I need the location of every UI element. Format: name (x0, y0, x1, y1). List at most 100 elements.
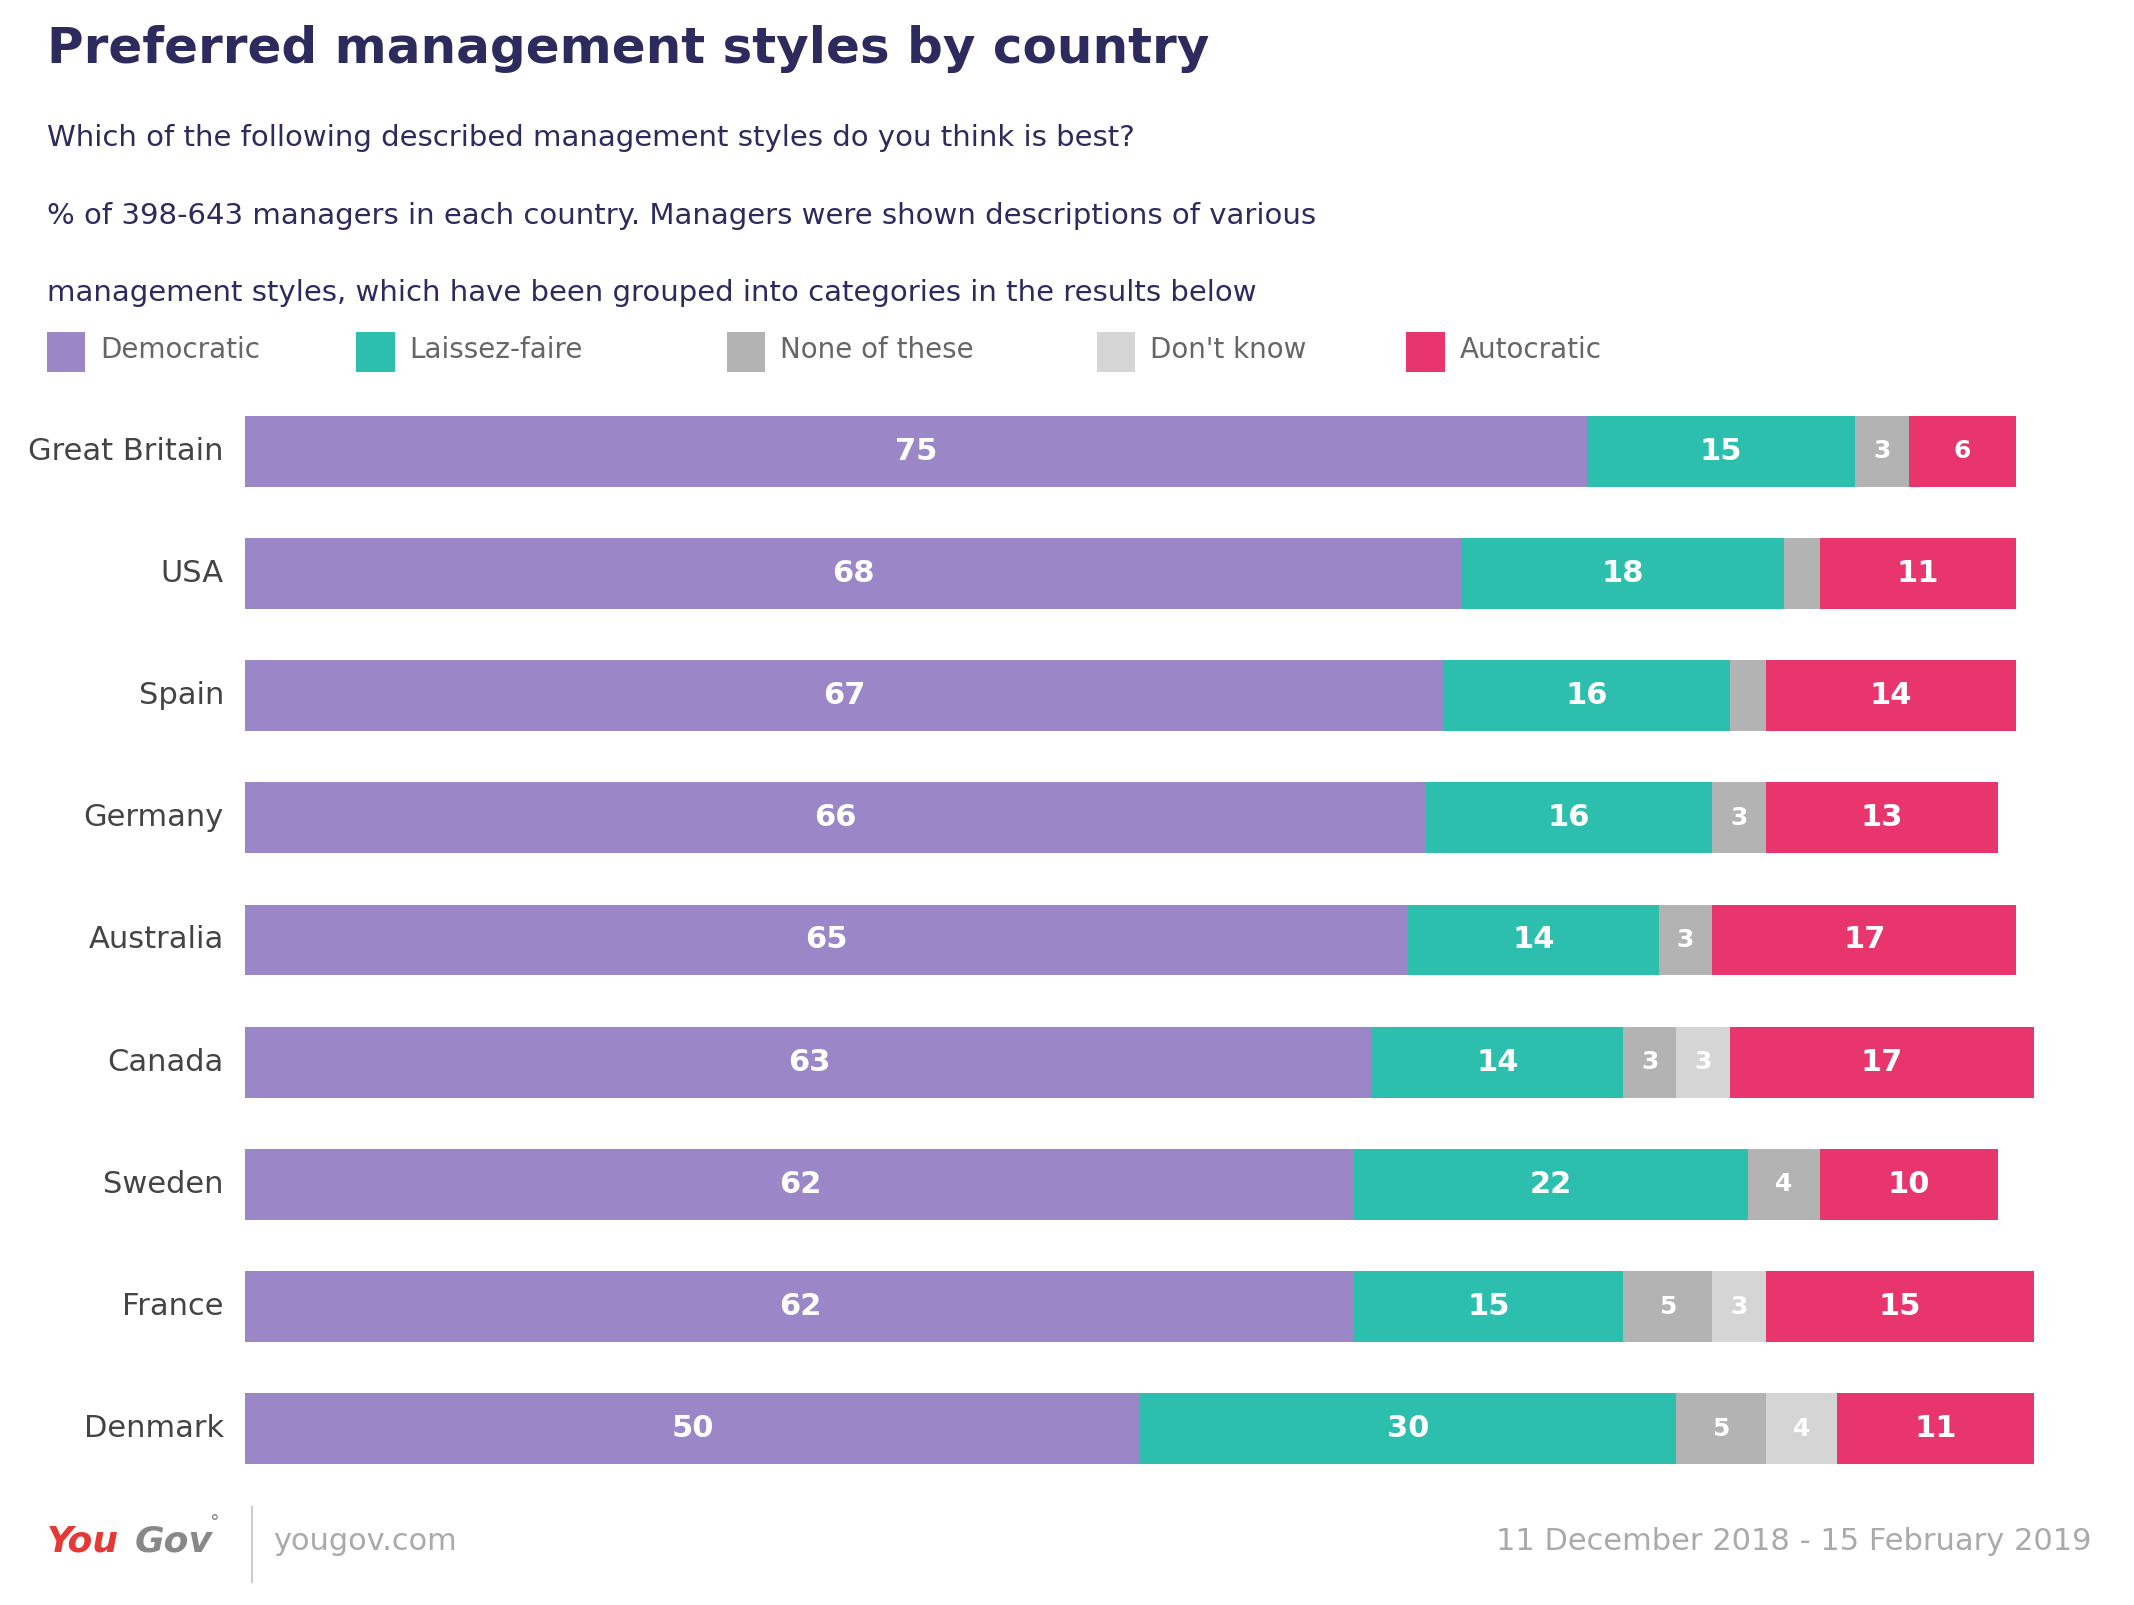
Text: You: You (47, 1525, 120, 1558)
Bar (1355, 1149, 1748, 1220)
Text: 68: 68 (832, 559, 875, 587)
Bar (245, 1149, 1355, 1220)
Text: Denmark: Denmark (83, 1414, 224, 1443)
Text: 3: 3 (1874, 440, 1891, 464)
Bar (1731, 660, 1767, 730)
Text: 16: 16 (1566, 681, 1609, 709)
Text: 30: 30 (1387, 1414, 1430, 1443)
Bar (245, 905, 1408, 976)
Bar (1622, 1027, 1677, 1098)
Bar (1854, 416, 1910, 486)
Text: Laissez-faire: Laissez-faire (410, 335, 583, 364)
Bar (245, 1271, 1355, 1342)
Text: France: France (122, 1292, 224, 1321)
Text: Autocratic: Autocratic (1460, 335, 1603, 364)
Text: 17: 17 (1861, 1048, 1904, 1077)
Text: 14: 14 (1513, 926, 1554, 955)
Bar (245, 1393, 1140, 1464)
Text: 13: 13 (1861, 802, 1904, 833)
Bar (245, 660, 1445, 730)
FancyBboxPatch shape (47, 332, 85, 372)
Text: 14: 14 (1869, 681, 1912, 709)
Text: % of 398-643 managers in each country. Managers were shown descriptions of vario: % of 398-643 managers in each country. M… (47, 202, 1317, 230)
Text: Germany: Germany (83, 802, 224, 833)
Bar (1820, 538, 2017, 608)
Text: management styles, which have been grouped into categories in the results below: management styles, which have been group… (47, 279, 1257, 307)
Bar (1658, 905, 1711, 976)
Bar (1767, 1271, 2034, 1342)
FancyBboxPatch shape (726, 332, 764, 372)
Bar (1408, 905, 1658, 976)
Text: 11: 11 (1897, 559, 1940, 587)
Text: Don't know: Don't know (1150, 335, 1306, 364)
Text: 4: 4 (1775, 1172, 1793, 1196)
Text: Gov: Gov (134, 1525, 213, 1558)
Bar (1711, 905, 2017, 976)
Text: 65: 65 (805, 926, 847, 955)
Text: 75: 75 (894, 437, 937, 465)
Text: 3: 3 (1694, 1050, 1711, 1074)
Bar (1677, 1027, 1731, 1098)
Bar (1837, 1393, 2034, 1464)
Text: 5: 5 (1658, 1295, 1675, 1319)
Bar (245, 1027, 1372, 1098)
Bar (1711, 1271, 1767, 1342)
Bar (245, 416, 1588, 486)
Text: Australia: Australia (90, 926, 224, 955)
Text: 16: 16 (1547, 802, 1590, 833)
Text: 3: 3 (1641, 1050, 1658, 1074)
Bar (1711, 782, 1767, 854)
Bar (1426, 782, 1711, 854)
Bar (1731, 1027, 2034, 1098)
Text: 11 December 2018 - 15 February 2019: 11 December 2018 - 15 February 2019 (1496, 1528, 2091, 1557)
Text: 11: 11 (1914, 1414, 1957, 1443)
Text: Spain: Spain (139, 681, 224, 709)
Bar (1462, 538, 1784, 608)
Text: 14: 14 (1477, 1048, 1519, 1077)
Text: 66: 66 (815, 802, 858, 833)
Text: 3: 3 (1731, 806, 1748, 830)
Text: 67: 67 (824, 681, 866, 709)
Bar (1355, 1271, 1622, 1342)
Text: 17: 17 (1844, 926, 1886, 955)
Bar (1748, 1149, 1820, 1220)
Text: 6: 6 (1955, 440, 1972, 464)
Bar (1445, 660, 1731, 730)
Text: 3: 3 (1731, 1295, 1748, 1319)
Bar (1820, 1149, 1997, 1220)
Bar (1372, 1027, 1622, 1098)
Text: 5: 5 (1711, 1417, 1731, 1441)
Bar (245, 782, 1426, 854)
Bar (1588, 416, 1854, 486)
Text: 3: 3 (1677, 928, 1694, 952)
FancyBboxPatch shape (356, 332, 395, 372)
Text: 62: 62 (779, 1292, 822, 1321)
Text: 15: 15 (1468, 1292, 1511, 1321)
Text: 4: 4 (1793, 1417, 1810, 1441)
Text: 10: 10 (1889, 1170, 1931, 1199)
Text: Preferred management styles by country: Preferred management styles by country (47, 24, 1210, 72)
Bar (1767, 1393, 1837, 1464)
Text: Which of the following described management styles do you think is best?: Which of the following described managem… (47, 124, 1135, 152)
Text: Sweden: Sweden (102, 1170, 224, 1199)
Text: °: ° (209, 1512, 220, 1531)
FancyBboxPatch shape (1406, 332, 1445, 372)
Bar (1622, 1271, 1711, 1342)
Text: 18: 18 (1600, 559, 1643, 587)
Text: 15: 15 (1701, 437, 1743, 465)
Text: 15: 15 (1878, 1292, 1921, 1321)
Text: 22: 22 (1530, 1170, 1573, 1199)
Text: None of these: None of these (781, 335, 973, 364)
Bar (1910, 416, 2017, 486)
Bar (1677, 1393, 1767, 1464)
Text: USA: USA (160, 559, 224, 587)
Bar (1767, 660, 2017, 730)
Text: yougov.com: yougov.com (273, 1528, 457, 1557)
Bar (1784, 538, 1820, 608)
Text: 50: 50 (672, 1414, 715, 1443)
Text: 63: 63 (787, 1048, 830, 1077)
Text: Democratic: Democratic (100, 335, 260, 364)
Text: 62: 62 (779, 1170, 822, 1199)
Bar (1767, 782, 1997, 854)
Bar (1140, 1393, 1677, 1464)
